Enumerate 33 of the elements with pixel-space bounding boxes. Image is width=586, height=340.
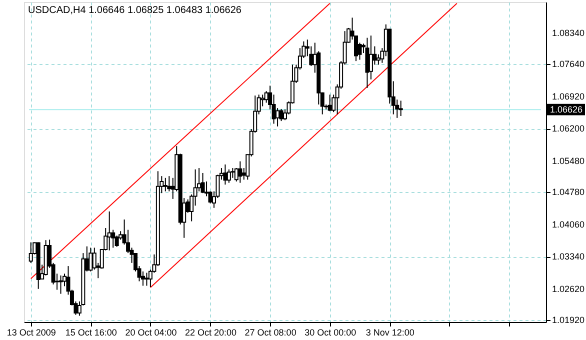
candlestick [144, 272, 149, 286]
y-tick-label: 1.08340 [552, 28, 585, 38]
y-tick-label: 1.06200 [552, 124, 585, 134]
candlestick [163, 177, 168, 192]
x-tick-label: 15 Oct 16:00 [65, 328, 117, 338]
candlestick [223, 164, 228, 186]
x-tick-label: 27 Oct 08:00 [244, 328, 296, 338]
y-tick-label: 1.06920 [552, 91, 585, 102]
y-tick-label: 1.04060 [552, 219, 585, 230]
candlestick [226, 168, 231, 184]
x-tick-label: 13 Oct 2009 [6, 328, 56, 338]
y-tick-label: 1.03340 [552, 252, 585, 262]
y-tick-label: 1.01920 [552, 315, 585, 326]
candlestick [28, 242, 33, 264]
ref-line-label: 1.06626 [550, 104, 583, 115]
y-tick-label: 1.05480 [552, 156, 585, 166]
y-tick-label: 1.07640 [552, 59, 585, 70]
candlestick [200, 172, 205, 194]
chart-title: USDCAD,H4 1.06646 1.06825 1.06483 1.06626 [28, 5, 242, 16]
x-tick-label: 22 Oct 20:00 [184, 328, 237, 338]
candlestick [398, 100, 403, 116]
candlestick [276, 108, 280, 127]
candlestick [167, 176, 172, 192]
x-tick-label: 30 Oct 00:00 [304, 328, 356, 338]
x-tick-label: 20 Oct 04:00 [125, 328, 177, 338]
candlestick [88, 247, 93, 272]
y-tick-label: 1.04780 [552, 187, 585, 198]
candlestick [368, 35, 373, 80]
x-tick-label: 3 Nov 12:00 [366, 328, 414, 338]
candlestick [107, 210, 112, 251]
y-tick-label: 1.02620 [552, 284, 585, 294]
candlestick [238, 160, 242, 184]
candlestick [328, 94, 332, 112]
